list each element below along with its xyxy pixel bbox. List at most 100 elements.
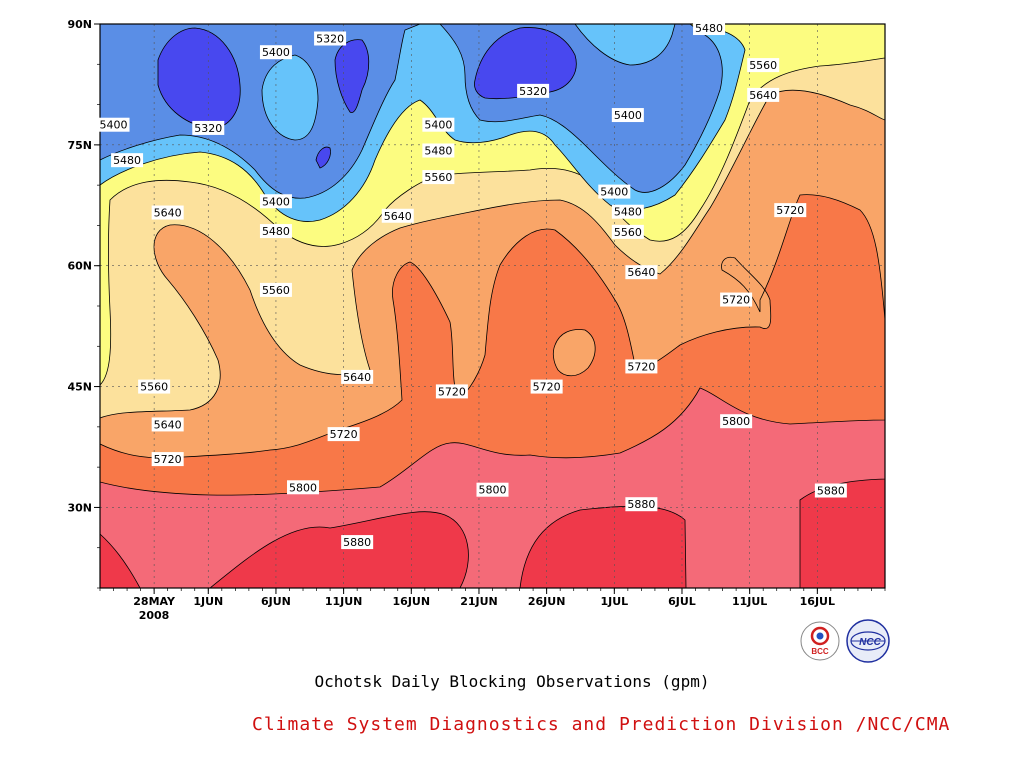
y-tick-label: 75N: [67, 139, 92, 152]
contour-label-bg: [259, 282, 292, 297]
contour-label-bg: [814, 483, 847, 498]
contour-label-bg: [138, 379, 171, 394]
contour-label-5480: 5480: [262, 225, 290, 238]
contour-label-bg: [625, 359, 658, 374]
contour-label-bg: [747, 87, 780, 102]
chart-credit: Climate System Diagnostics and Predictio…: [252, 714, 951, 735]
contour-label-bg: [151, 417, 184, 432]
contour-label-bg: [720, 414, 753, 429]
contour-label-bg: [97, 117, 130, 132]
y-tick-label: 60N: [67, 260, 92, 273]
contour-label-bg: [747, 58, 780, 73]
x-tick-label: 11JUL: [732, 595, 767, 608]
x-tick-label: 28MAY: [133, 595, 176, 608]
chart-caption-title: Ochotsk Daily Blocking Observations (gpm…: [314, 672, 710, 691]
band-5400-island-b: [574, 24, 676, 66]
contour-label-5880: 5880: [627, 498, 655, 511]
contour-label-bg: [693, 21, 726, 36]
contour-label-bg: [517, 83, 550, 98]
contour-label-bg: [192, 120, 225, 135]
x-tick-label: 26JUN: [528, 595, 566, 608]
contour-label-5880: 5880: [817, 485, 845, 498]
contour-label-5560: 5560: [614, 226, 642, 239]
y-tick-label: 90N: [67, 18, 92, 31]
contour-label-bg: [611, 108, 644, 123]
contour-label-bg: [422, 143, 455, 158]
contour-label-5640: 5640: [343, 371, 371, 384]
contour-label-5560: 5560: [424, 171, 452, 184]
contour-label-5560: 5560: [749, 59, 777, 72]
contour-label-5720: 5720: [533, 381, 561, 394]
contour-label-bg: [259, 224, 292, 239]
band-below-5320-c: [474, 27, 577, 100]
contour-label-5400: 5400: [262, 195, 290, 208]
contour-label-bg: [381, 208, 414, 223]
contour-label-bg: [111, 153, 144, 168]
ncc-logo: NCC: [846, 619, 890, 663]
contour-label-5400: 5400: [100, 119, 128, 132]
band-below-5320-a: [157, 27, 241, 129]
contour-label-5480: 5480: [614, 206, 642, 219]
x-tick-label: 1JUN: [193, 595, 223, 608]
contour-label-bg: [530, 379, 563, 394]
contour-label-bg: [720, 292, 753, 307]
contour-label-bg: [435, 384, 468, 399]
contour-label-5400: 5400: [614, 109, 642, 122]
contour-label-5720: 5720: [438, 385, 466, 398]
bcc-logo: BCC: [800, 621, 840, 661]
contour-label-5720: 5720: [154, 453, 182, 466]
contour-label-5320: 5320: [194, 122, 222, 135]
contour-label-bg: [259, 194, 292, 209]
x-tick-label: 21JUN: [460, 595, 498, 608]
contour-label-bg: [327, 427, 360, 442]
band-below-5320-b: [334, 39, 370, 113]
x-tick-label: 16JUN: [393, 595, 431, 608]
contour-label-5720: 5720: [627, 360, 655, 373]
contour-label-5640: 5640: [749, 89, 777, 102]
contour-label-5400: 5400: [262, 46, 290, 59]
contour-label-bg: [341, 369, 374, 384]
contour-label-5560: 5560: [262, 284, 290, 297]
x-tick-label: 6JUL: [668, 595, 696, 608]
y-tick-label: 30N: [67, 501, 92, 514]
contour-label-bg: [151, 205, 184, 220]
y-axis: 30N 45N 60N 75N 90N: [67, 18, 100, 589]
x-tick-label: 16JUL: [800, 595, 835, 608]
svg-text:NCC: NCC: [859, 637, 881, 648]
contour-label-bg: [422, 170, 455, 185]
contour-label-5800: 5800: [479, 484, 507, 497]
contour-label-bg: [422, 117, 455, 132]
contour-label-bg: [151, 452, 184, 467]
contour-label-bg: [287, 480, 320, 495]
contour-label-bg: [341, 535, 374, 550]
contour-label-5480: 5480: [424, 144, 452, 157]
contour-label-5560: 5560: [140, 381, 168, 394]
x-tick-label: 6JUN: [261, 595, 291, 608]
contour-label-5480: 5480: [113, 154, 141, 167]
contour-label-5480: 5480: [695, 22, 723, 35]
contour-label-5400: 5400: [600, 186, 628, 199]
contour-label-bg: [611, 224, 644, 239]
contour-label-bg: [314, 31, 347, 46]
contour-bands: [100, 24, 885, 588]
contour-label-5720: 5720: [722, 294, 750, 307]
contour-label-5640: 5640: [384, 210, 412, 223]
x-tick-label: 11JUN: [325, 595, 363, 608]
contour-label-bg: [598, 184, 631, 199]
contour-label-5640: 5640: [154, 418, 182, 431]
contour-label-bg: [625, 497, 658, 512]
x-tick-label: 1JUL: [600, 595, 628, 608]
x-year-label: 2008: [139, 609, 170, 622]
contour-label-bg: [774, 203, 807, 218]
svg-text:BCC: BCC: [811, 647, 829, 656]
band-5640-island: [552, 329, 596, 377]
contour-label-5400: 5400: [424, 119, 452, 132]
contour-label-5800: 5800: [722, 415, 750, 428]
contour-label-5640: 5640: [154, 207, 182, 220]
contour-label-5720: 5720: [776, 204, 804, 217]
contour-label-5640: 5640: [627, 266, 655, 279]
contour-label-bg: [259, 45, 292, 60]
band-below-5320-d: [315, 146, 331, 169]
contour-label-5880: 5880: [343, 536, 371, 549]
